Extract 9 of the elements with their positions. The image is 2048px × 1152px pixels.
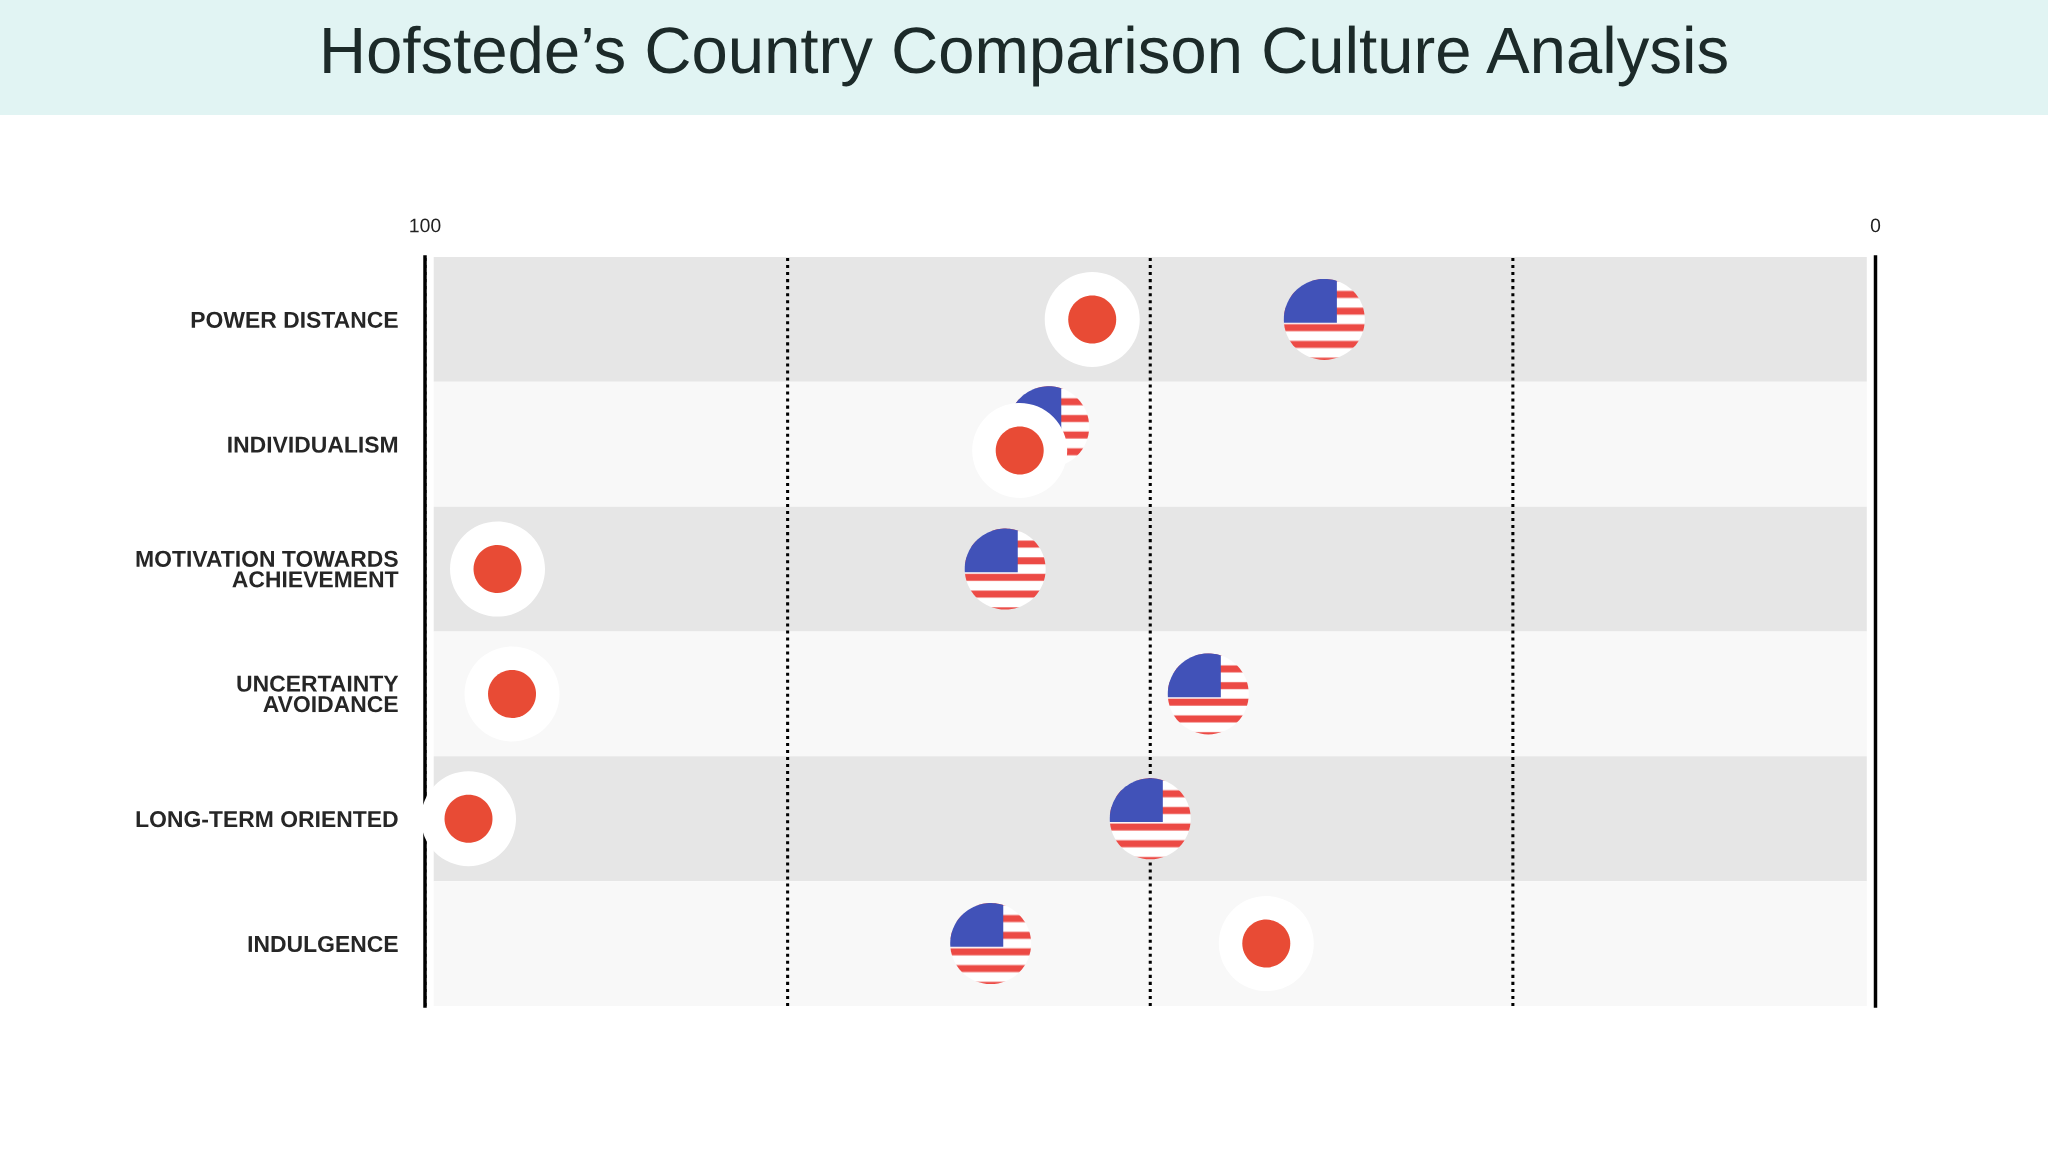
y-tick-label: POWER DISTANCE (191, 311, 398, 328)
x-tick-label: 0 (1870, 218, 1881, 233)
y-tick-label: LONG-TERM ORIENTED (136, 811, 398, 828)
y-tick-label: UNCERTAINTY AVOIDANCE (237, 675, 399, 713)
chart-title: Hofstede’s Country Comparison Culture Analysis (324, 25, 1727, 87)
y-tick-label: MOTIVATION TOWARDS ACHIEVEMENT (136, 550, 399, 588)
y-tick-label: INDULGENCE (248, 935, 398, 953)
y-tick-label: INDIVIDUALISM (228, 436, 398, 453)
x-tick-label: 100 (410, 218, 441, 233)
